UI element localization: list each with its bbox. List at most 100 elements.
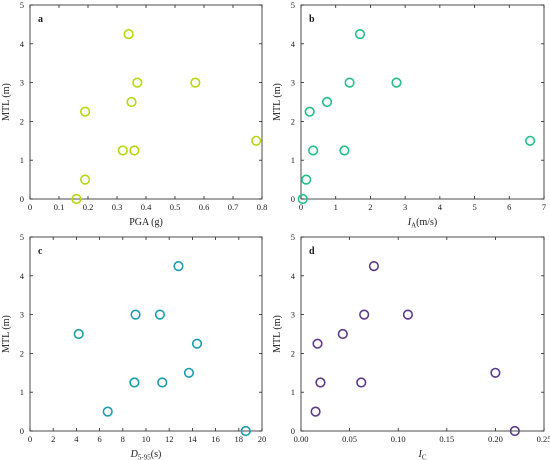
data-point [368, 261, 380, 272]
y-tick-label: 0 [20, 426, 24, 436]
x-tick-label: 3 [403, 202, 407, 212]
y-tick-label: 1 [20, 387, 24, 397]
plot-frame [300, 236, 545, 432]
data-point [312, 338, 323, 349]
x-tick-label: 20 [258, 434, 267, 444]
x-tick-label: 10 [142, 434, 151, 444]
y-tick-label: 0 [291, 426, 295, 436]
data-point [525, 135, 536, 146]
data-point [240, 425, 251, 437]
x-tick-label: 0.00 [294, 434, 309, 444]
y-tick-label: 4 [291, 39, 296, 49]
data-point [308, 145, 319, 156]
x-tick-label: 0.8 [257, 202, 268, 212]
y-axis-label: MTL (m) [1, 315, 12, 353]
data-point [123, 28, 134, 40]
chart-panel-d: 0.00 0.05 0.10 0.15 0.20 0.25 0 1 2 3 4 5 d MTL (m) IC [272, 232, 550, 460]
x-tick-label: 0.5 [170, 202, 181, 212]
x-tick-label: 0.6 [199, 202, 210, 212]
y-tick-label: 5 [20, 232, 24, 242]
data-point [301, 174, 312, 185]
x-tick-label: 16 [211, 434, 220, 444]
y-tick-label: 2 [20, 116, 24, 126]
x-axis-label-main: D [130, 449, 139, 460]
y-tick-label: 1 [291, 155, 295, 165]
x-axis-label-main: I [407, 217, 412, 228]
x-tick-label: 0.05 [342, 434, 357, 444]
data-point [344, 77, 355, 88]
chart-panel-b: 0 1 2 3 4 5 6 7 0 1 2 3 4 5 b MTL (m) IA(m/s) [272, 0, 546, 230]
x-tick-label: 14 [188, 434, 197, 444]
x-tick-label: 0.10 [391, 434, 406, 444]
data-point [71, 193, 82, 205]
plot-frame [29, 236, 263, 432]
y-axis-label: MTL (m) [272, 315, 283, 353]
data-point [315, 377, 326, 388]
data-point [356, 377, 367, 388]
data-point [129, 145, 140, 156]
data-point [79, 106, 91, 117]
x-tick-label: 0.4 [141, 202, 152, 212]
data-point [130, 309, 141, 320]
x-tick-label: 8 [121, 434, 125, 444]
x-tick-label: 0.2 [83, 202, 94, 212]
y-tick-label: 3 [20, 78, 24, 88]
data-point [126, 96, 137, 108]
x-tick-label: 0.15 [439, 434, 454, 444]
x-tick-label: 4 [438, 202, 443, 212]
y-tick-label: 4 [20, 39, 25, 49]
y-tick-label: 5 [291, 0, 295, 10]
x-axis-label: IC [417, 449, 426, 460]
x-tick-label: 0 [28, 434, 32, 444]
data-point [339, 145, 350, 156]
data-point [490, 367, 501, 378]
x-tick-label: 2 [51, 434, 55, 444]
x-tick-label: 5 [472, 202, 476, 212]
y-axis-label: MTL (m) [272, 83, 283, 121]
x-tick-label: 0.20 [488, 434, 503, 444]
data-point [173, 261, 184, 272]
plot-frame [300, 4, 545, 200]
data-point [190, 77, 201, 88]
data-point [509, 425, 520, 437]
data-point [337, 328, 348, 340]
data-point [129, 377, 140, 388]
y-tick-label: 0 [291, 194, 295, 204]
y-tick-label: 0 [20, 194, 24, 204]
data-point [73, 328, 84, 340]
x-axis-label: PGA (g) [129, 217, 163, 228]
chart-panel-a: 0 0.1 0.2 0.3 0.4 0.5 0.6 0.7 0.8 0 1 2 3 4 5 a MTL (m) P… [1, 0, 267, 228]
x-axis-label: D5-95(s) [130, 449, 162, 460]
panel-label: d [309, 246, 315, 257]
x-axis-label-subscript: A [411, 222, 416, 230]
y-tick-label: 3 [291, 310, 295, 320]
data-point [183, 367, 195, 378]
x-axis-label-subscript: 5-95 [138, 454, 151, 460]
y-tick-label: 2 [20, 348, 24, 358]
x-axis-label-unit: (m/s) [416, 217, 437, 228]
plot-frame [29, 4, 263, 200]
data-point [157, 377, 168, 388]
x-axis-label-main: PGA (g) [129, 217, 163, 228]
x-tick-label: 0.3 [112, 202, 123, 212]
data-point [132, 77, 143, 88]
y-tick-label: 4 [291, 271, 296, 281]
x-axis-label-subscript: C [422, 454, 427, 460]
data-point [117, 145, 128, 156]
x-tick-label: 0.25 [537, 434, 550, 444]
x-tick-label: 4 [74, 434, 79, 444]
data-point [297, 193, 308, 205]
x-tick-label: 0 [28, 202, 32, 212]
y-tick-label: 4 [20, 271, 25, 281]
x-axis-label-unit: (s) [151, 449, 162, 460]
x-tick-label: 6 [97, 434, 101, 444]
y-tick-label: 2 [291, 348, 295, 358]
data-point [191, 338, 203, 349]
data-point [304, 106, 315, 117]
x-axis-label: IA(m/s) [407, 217, 438, 230]
data-point [359, 309, 370, 320]
x-tick-label: 18 [235, 434, 244, 444]
data-point [154, 309, 166, 320]
x-tick-label: 0 [299, 202, 303, 212]
y-tick-label: 5 [291, 232, 295, 242]
